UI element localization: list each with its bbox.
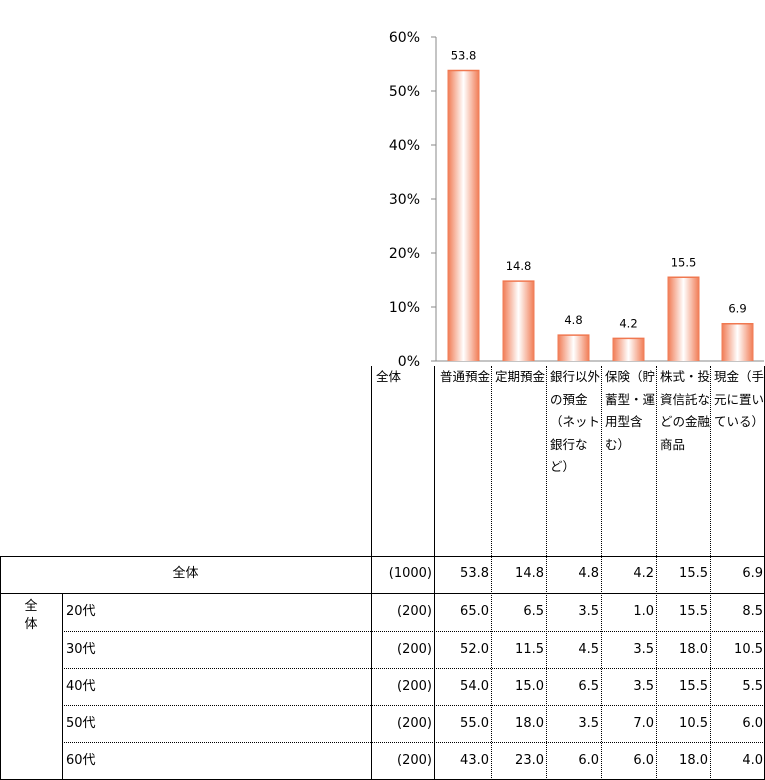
table-divider [62,668,765,669]
table-cell-value: 43.0 [460,753,489,768]
row-label: 30代 [66,642,96,657]
table-cell-value: 23.0 [515,753,544,768]
table-cell-value: 6.0 [742,716,763,731]
table-divider [601,366,602,780]
bar [721,323,754,361]
table-cell-value: 53.8 [460,566,489,581]
sample-size: (200) [397,679,432,694]
sample-size: (200) [397,604,432,619]
table-cell-value: 4.0 [742,753,763,768]
table-border [0,556,765,557]
table-cell-value: 3.5 [633,642,654,657]
table-cell-value: 10.5 [679,716,708,731]
column-header: 保険（貯蓄型・運用型含む） [605,369,656,452]
row-label: 40代 [66,679,96,694]
table-cell-value: 5.5 [742,679,763,694]
table-cell-value: 15.0 [515,679,544,694]
table-divider [491,366,492,780]
bar [447,70,480,361]
column-header: 定期預金 [495,369,546,384]
row-label: 50代 [66,716,96,731]
bar-data-label: 6.9 [728,302,746,316]
bar-chart: 0% 10% 20% 30% 40% 50% 60% 53.8 14.8 4.8 4.2 15.5 6… [389,30,764,366]
table-cell-value: 15.5 [679,566,708,581]
column-header: 銀行以外の預金（ネット銀行など） [550,369,601,474]
row-label: 20代 [66,604,96,619]
table-cell-value: 18.0 [679,642,708,657]
table-border [371,366,372,780]
table-cell-value: 14.8 [515,566,544,581]
y-tick-label: 40% [389,138,420,154]
table-cell-value: 52.0 [460,642,489,657]
table-cell-value: 54.0 [460,679,489,694]
table-cell-value: 3.5 [578,716,599,731]
row-label: 60代 [66,753,96,768]
table-cell-value: 7.0 [633,716,654,731]
y-tick-label: 60% [389,30,420,46]
bar-data-label: 4.8 [564,313,582,327]
table-border [62,593,63,780]
table-cell-value: 3.5 [633,679,654,694]
bar-data-label: 4.2 [619,316,637,330]
bar [557,335,590,361]
table-cell-value: 11.5 [515,642,544,657]
table-cell-value: 6.9 [742,566,763,581]
table-divider [62,705,765,706]
sample-size: (200) [397,753,432,768]
y-tick-label: 30% [389,192,420,208]
table-divider [656,366,657,780]
column-header-total: 全体 [376,369,402,384]
table-cell-value: 15.5 [679,604,708,619]
table-cell-value: 18.0 [515,716,544,731]
group-label: 全体 [24,599,38,632]
table-cell-value: 6.0 [578,753,599,768]
table-cell-value: 4.2 [633,566,654,581]
table-cell-value: 10.5 [734,642,763,657]
table-cell-value: 8.5 [742,604,763,619]
bar [612,338,645,361]
row-label: 全体 [172,566,199,581]
y-tick-label: 50% [389,84,420,100]
bar-data-label: 53.8 [451,48,477,62]
sample-size: (200) [397,716,432,731]
table-cell-value: 4.5 [578,642,599,657]
table-divider [62,742,765,743]
table-border [0,593,765,594]
table-divider [710,366,711,780]
y-tick-label: 0% [398,354,420,366]
table-cell-value: 4.8 [578,566,599,581]
table-divider [546,366,547,780]
table-divider [62,631,765,632]
y-tick-label: 20% [389,246,420,262]
column-header: 株式・投資信託などの金融商品 [660,369,711,452]
table-cell-value: 6.5 [578,679,599,694]
table-border [434,366,435,780]
column-header: 普通預金 [440,369,491,384]
table-cell-value: 6.0 [633,753,654,768]
bar-data-label: 14.8 [506,259,532,273]
table-cell-value: 1.0 [633,604,654,619]
bar-data-label: 15.5 [671,255,697,269]
table-cell-value: 6.5 [523,604,544,619]
table-cell-value: 3.5 [578,604,599,619]
y-tick-label: 10% [389,300,420,316]
sample-size: (200) [397,642,432,657]
column-header: 現金（手元に置いている） [714,369,765,429]
table-cell-value: 18.0 [679,753,708,768]
bar [667,277,700,361]
table-cell-value: 55.0 [460,716,489,731]
table-border [0,556,1,780]
table-cell-value: 15.5 [679,679,708,694]
sample-size: (1000) [388,566,432,581]
bar [502,281,535,361]
table-cell-value: 65.0 [460,604,489,619]
